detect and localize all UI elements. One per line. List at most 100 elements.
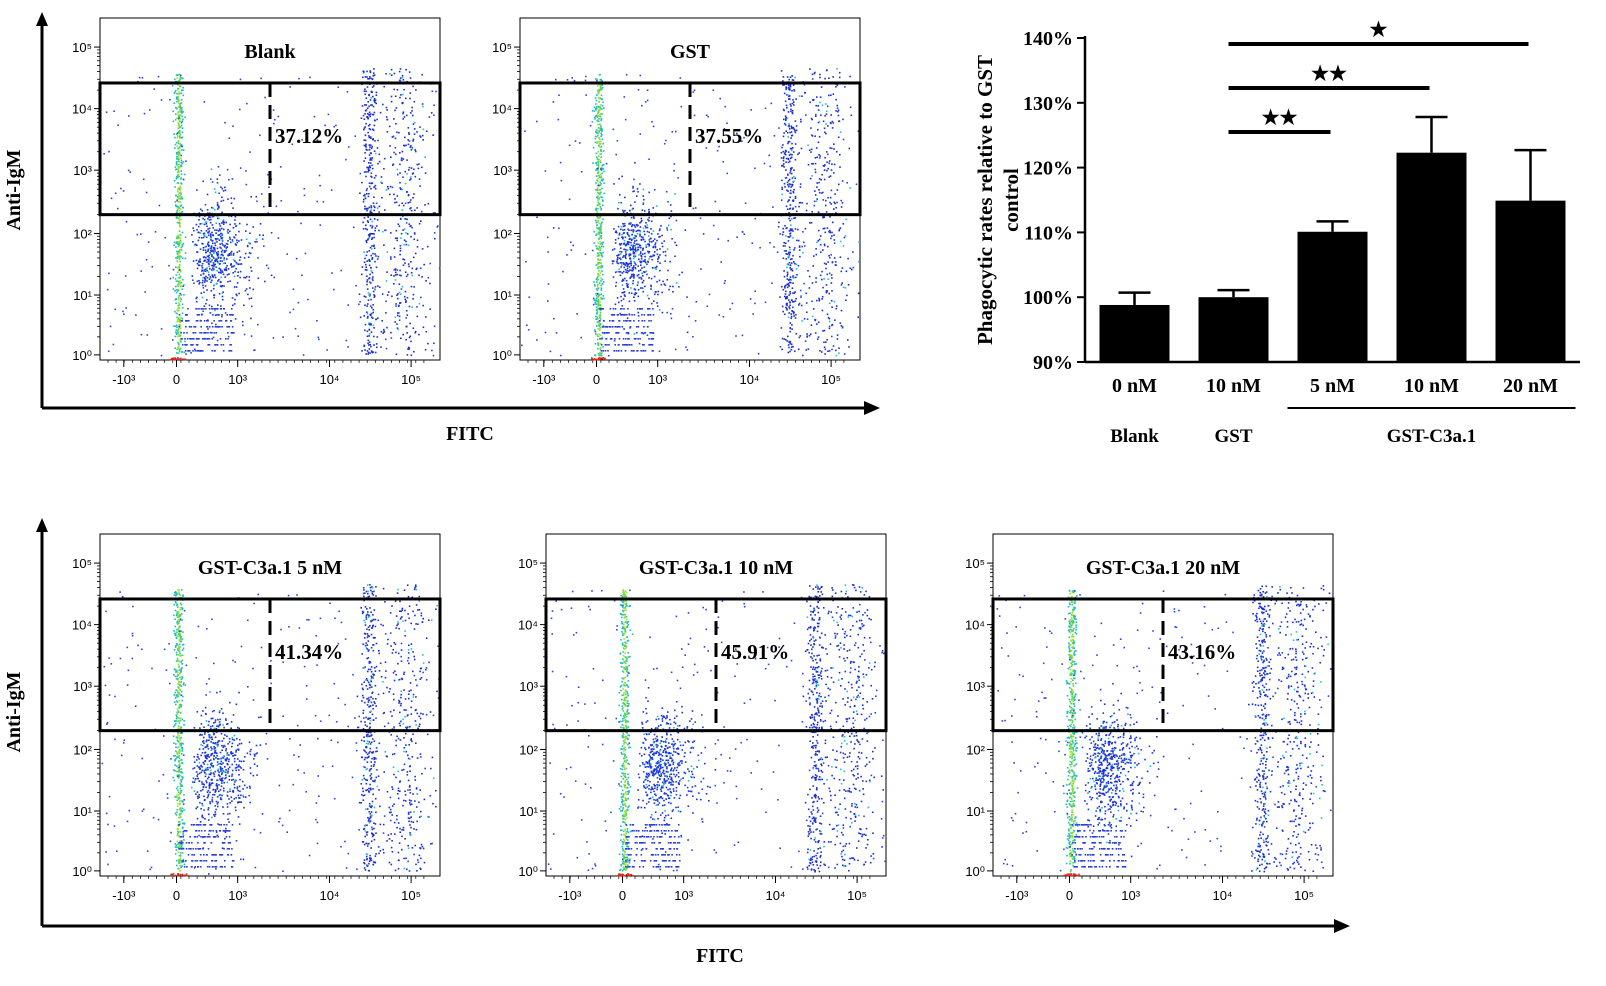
- event-dot: [787, 316, 790, 319]
- event-dot: [221, 253, 224, 256]
- event-dot: [178, 209, 181, 212]
- x-tick-label: -10³: [112, 372, 136, 387]
- event-dot: [215, 332, 218, 334]
- event-dot: [825, 290, 828, 292]
- event-dot: [842, 138, 845, 141]
- event-dot: [597, 248, 600, 251]
- event-dot: [601, 254, 603, 257]
- event-dot: [603, 326, 605, 328]
- event-dot: [203, 218, 206, 221]
- event-dot: [841, 327, 844, 329]
- event-dot: [359, 192, 361, 194]
- event-dot: [656, 253, 659, 256]
- event-dot: [827, 196, 829, 199]
- event-dot: [620, 251, 623, 253]
- event-dot: [824, 77, 826, 80]
- event-dot: [174, 278, 177, 280]
- event-dot: [368, 114, 371, 116]
- event-dot: [366, 280, 368, 283]
- event-dot: [212, 287, 215, 290]
- event-dot: [207, 249, 210, 251]
- event-dot: [596, 300, 599, 303]
- event-dot: [824, 348, 827, 351]
- event-dot: [418, 163, 420, 165]
- event-dot: [202, 232, 205, 235]
- event-dot: [597, 284, 599, 286]
- event-dot: [652, 314, 655, 316]
- event-dot: [413, 168, 415, 171]
- event-dot: [185, 160, 187, 162]
- event-dot: [624, 251, 627, 253]
- event-dot: [413, 128, 416, 130]
- event-dot: [598, 325, 601, 327]
- event-dot: [177, 197, 179, 199]
- event-dot: [201, 222, 203, 225]
- event-dot: [782, 80, 784, 82]
- event-dot: [600, 125, 602, 127]
- event-dot: [659, 269, 661, 272]
- event-dot: [789, 304, 791, 307]
- event-dot: [180, 165, 183, 167]
- event-dot: [180, 182, 182, 184]
- event-dot: [599, 193, 601, 196]
- event-dot: [210, 290, 213, 292]
- event-dot: [181, 196, 183, 199]
- event-dot: [634, 292, 637, 294]
- event-dot: [657, 293, 659, 296]
- event-dot: [414, 149, 416, 151]
- event-dot: [218, 205, 220, 208]
- event-dot: [602, 178, 604, 181]
- event-dot: [177, 335, 180, 337]
- event-dot: [221, 196, 223, 199]
- event-dot: [818, 321, 820, 324]
- event-dot: [389, 185, 392, 188]
- event-dot: [425, 330, 428, 333]
- event-dot: [371, 237, 374, 239]
- event-dot: [226, 243, 229, 246]
- event-dot: [782, 164, 784, 167]
- event-dot: [371, 271, 374, 274]
- event-dot: [368, 237, 370, 239]
- event-dot: [233, 275, 236, 278]
- event-dot: [794, 120, 797, 122]
- event-dot: [600, 146, 603, 148]
- event-dot: [609, 320, 611, 322]
- event-dot: [627, 332, 630, 334]
- event-dot: [792, 99, 794, 101]
- event-dot: [175, 331, 177, 334]
- event-dot: [216, 344, 219, 346]
- event-dot: [617, 262, 620, 265]
- event-dot: [667, 201, 669, 203]
- event-dot: [369, 123, 371, 126]
- event-dot: [783, 132, 785, 134]
- event-dot: [398, 304, 400, 307]
- event-dot: [613, 228, 615, 230]
- event-dot: [187, 320, 190, 322]
- event-dot: [788, 199, 790, 201]
- event-dot: [597, 132, 599, 135]
- event-dot: [146, 334, 149, 336]
- event-dot: [624, 350, 627, 352]
- event-dot: [259, 134, 261, 137]
- event-dot: [180, 861, 182, 863]
- event-dot: [599, 320, 601, 322]
- event-dot: [369, 76, 371, 78]
- event-dot: [176, 221, 179, 224]
- event-dot: [617, 344, 620, 346]
- event-dot: [639, 338, 641, 340]
- event-dot: [799, 289, 802, 292]
- event-dot: [175, 289, 178, 291]
- event-dot: [396, 89, 399, 91]
- event-dot: [372, 105, 375, 108]
- event-dot: [610, 314, 613, 316]
- event-dot: [175, 280, 178, 282]
- event-dot: [559, 354, 562, 357]
- event-dot: [833, 208, 835, 210]
- event-dot: [243, 304, 245, 307]
- event-dot: [783, 250, 786, 252]
- event-dot: [647, 308, 649, 310]
- event-dot: [626, 233, 629, 236]
- event-dot: [408, 132, 410, 134]
- event-dot: [621, 305, 624, 307]
